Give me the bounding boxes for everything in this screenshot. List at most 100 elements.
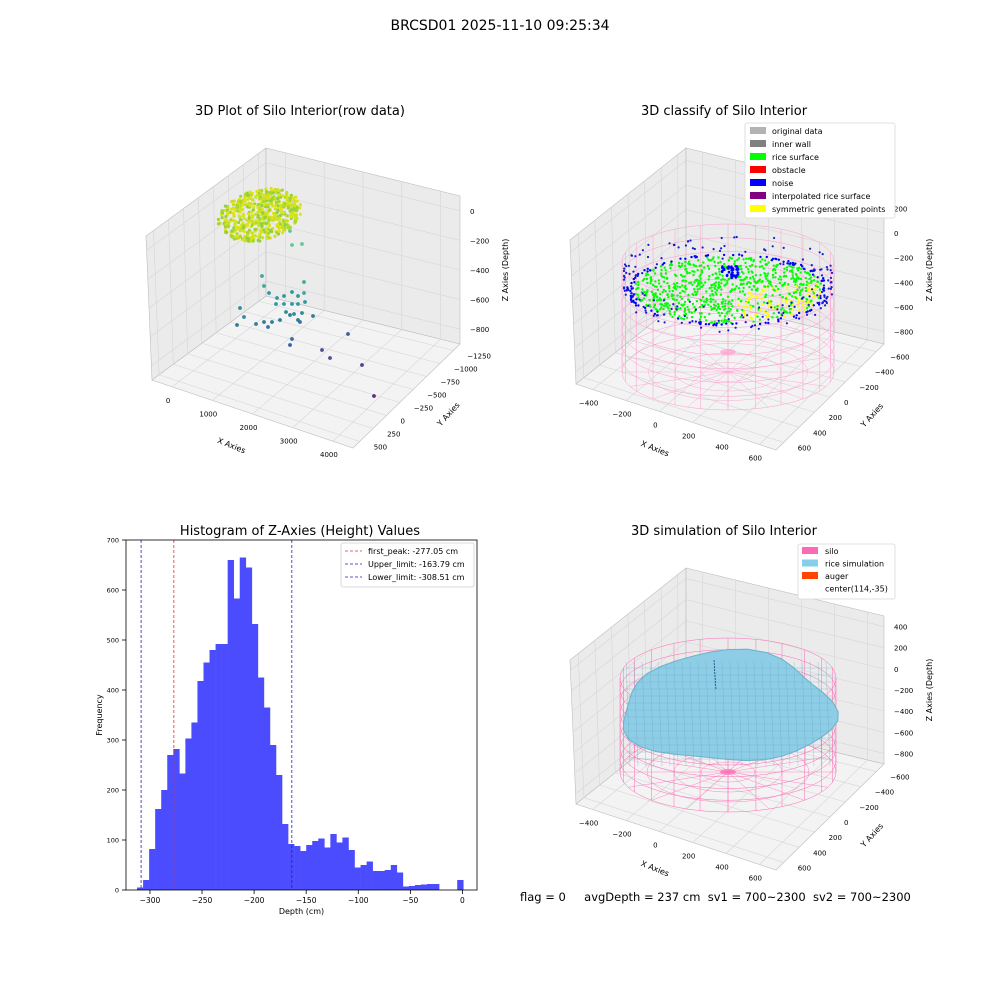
raw-point	[263, 216, 267, 220]
raw-point	[253, 227, 257, 231]
raw-point	[303, 300, 307, 304]
classify-point	[741, 290, 745, 293]
classify-point	[662, 280, 666, 283]
classify-noise-point	[731, 271, 734, 274]
classify-noise-point	[788, 305, 791, 308]
classify-noise-point	[826, 295, 829, 298]
raw-grid-y	[244, 311, 441, 364]
raw-point	[257, 235, 261, 239]
classify-point	[645, 304, 648, 307]
classify-noise-point	[641, 249, 645, 252]
classify-point	[686, 271, 689, 274]
raw-point	[289, 193, 293, 197]
classify-point	[669, 262, 673, 265]
classify-grid-y	[594, 220, 600, 366]
histogram-ytick: 300	[107, 737, 119, 745]
simulation-xtick: −200	[612, 831, 631, 839]
classify-point	[749, 258, 753, 262]
raw-point	[278, 318, 282, 322]
histogram-legend-label: Lower_limit: -308.51 cm	[368, 573, 465, 582]
classify-noise-point	[821, 253, 824, 256]
classify-point	[717, 311, 720, 314]
classify-point	[810, 299, 813, 302]
raw-point	[275, 231, 279, 235]
raw-point	[278, 203, 283, 207]
classify-point	[823, 299, 826, 302]
histogram-bar	[209, 650, 216, 890]
classify-point	[807, 300, 810, 303]
raw-point	[360, 363, 364, 367]
classify-point	[630, 292, 633, 295]
classify-point	[684, 260, 687, 264]
classify-xtick: 200	[682, 433, 695, 441]
classify-noise-point	[656, 310, 659, 313]
classify-point	[679, 273, 683, 277]
classify-point	[758, 278, 762, 281]
histogram-bar	[251, 624, 259, 890]
simulation-mesh-line	[817, 661, 823, 767]
classify-point	[673, 273, 677, 276]
raw-point	[300, 311, 304, 315]
classify-noise-point	[694, 320, 698, 323]
classify-point	[690, 315, 694, 319]
raw-point	[247, 228, 251, 232]
classify-point	[699, 273, 702, 276]
classify-point	[661, 275, 664, 278]
classify-point	[726, 310, 729, 313]
raw-point	[256, 213, 260, 217]
raw-point	[284, 310, 288, 314]
plot-title-simulation: 3D simulation of Silo Interior	[631, 524, 817, 539]
classify-point	[746, 299, 750, 302]
classify-point	[678, 291, 682, 295]
classify-point	[776, 315, 779, 319]
classify-point	[798, 293, 802, 297]
classify-point	[745, 282, 748, 286]
classify-point	[645, 277, 649, 281]
classify-point	[751, 294, 754, 297]
classify-point	[730, 257, 734, 260]
simulation-legend: silo rice simulation auger center(114,-35)	[797, 543, 896, 600]
classify-point	[687, 308, 690, 311]
histogram-bar	[155, 809, 162, 890]
classify-point	[753, 280, 756, 283]
classify-point	[767, 261, 770, 264]
classify-point	[681, 304, 684, 307]
classify-noise-point	[687, 240, 690, 243]
classify-legend-label: rice surface	[772, 153, 819, 162]
classify-point	[696, 288, 699, 291]
classify-point	[717, 286, 720, 289]
classify-ytick: −200	[859, 384, 878, 392]
raw-point	[247, 201, 251, 205]
classify-point	[701, 295, 705, 299]
classify-point	[758, 265, 762, 268]
classify-point	[764, 275, 767, 278]
histogram-bar	[282, 824, 289, 890]
histogram-bar	[203, 662, 210, 890]
simulation-grid-y	[615, 772, 815, 833]
classify-point	[698, 287, 701, 290]
classify-point	[725, 312, 728, 315]
classify-noise-point	[770, 306, 773, 309]
classify-point	[720, 282, 723, 285]
classify-point	[629, 289, 632, 293]
classify-noise-point	[700, 326, 703, 329]
raw-point	[238, 228, 242, 232]
raw-surface-points	[216, 186, 303, 243]
raw-ytick: −1250	[467, 353, 491, 361]
classify-point	[698, 275, 701, 278]
classify-point	[740, 282, 743, 285]
classify-point	[651, 293, 655, 296]
raw-point	[290, 243, 294, 247]
classify-noise-point	[735, 265, 738, 268]
classify-point	[799, 263, 803, 267]
raw-point	[243, 239, 248, 243]
classify-point	[727, 302, 730, 305]
classify-point	[680, 317, 683, 320]
classify-point	[789, 265, 792, 268]
classify-point	[705, 319, 708, 322]
classify-point	[723, 319, 726, 323]
classify-point	[706, 254, 710, 257]
classify-legend-swatch	[750, 192, 766, 199]
classify-point	[759, 260, 762, 263]
classify-point	[765, 277, 768, 280]
